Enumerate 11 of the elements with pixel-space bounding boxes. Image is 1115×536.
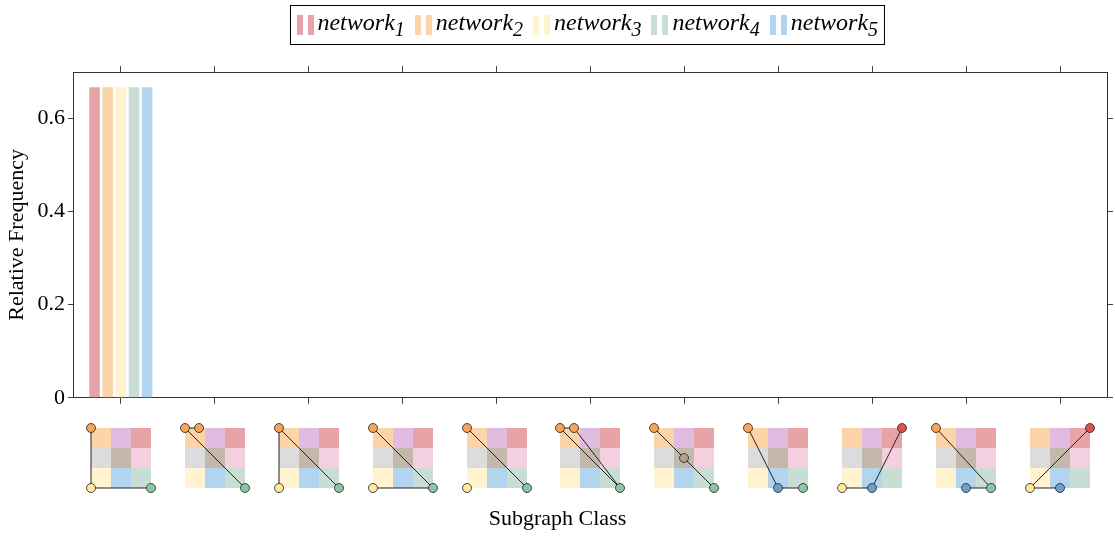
x-axis-title: Subgraph Class: [487, 505, 628, 531]
y-tick-label: 0.2: [37, 290, 65, 316]
legend-label: network$_{1}$: [317, 9, 405, 41]
y-tick-label: 0.4: [37, 197, 65, 223]
y-axis-title: Relative Frequency: [2, 149, 28, 321]
y-tick-label: 0.6: [37, 104, 65, 130]
y-tick-label: 0: [53, 383, 65, 409]
legend-label: network$_{2}$: [435, 9, 524, 41]
legend-label: network$_{5}$: [790, 9, 879, 41]
legend-label: network$_{3}$: [554, 9, 642, 41]
legend-label: network$_{4}$: [672, 9, 760, 41]
